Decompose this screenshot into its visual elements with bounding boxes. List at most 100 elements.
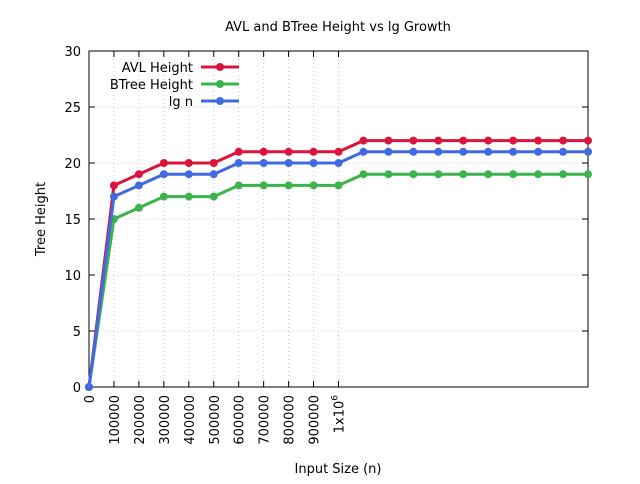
x-axis-label: Input Size (n) (295, 462, 382, 477)
x-tick-label: 800000 (283, 395, 298, 445)
y-tick-label: 25 (64, 101, 81, 116)
x-tick-label: 400000 (183, 395, 198, 445)
y-axis-ticks: 0 5 10 15 20 25 30 (64, 45, 588, 396)
series-btree-height (85, 170, 592, 391)
data-point (334, 181, 343, 190)
data-point (509, 136, 518, 145)
legend: AVL Height BTree Height lg n (110, 61, 239, 110)
data-point (334, 147, 343, 156)
data-point (209, 192, 218, 201)
y-axis-label: Tree Height (34, 182, 49, 257)
data-point (409, 136, 418, 145)
legend-label: AVL Height (122, 61, 193, 76)
data-point (384, 170, 393, 179)
data-point (234, 159, 243, 167)
data-point (109, 192, 118, 201)
data-point (309, 181, 318, 190)
data-point (259, 181, 268, 190)
x-tick-label: 500000 (208, 395, 223, 445)
data-point (359, 147, 368, 156)
data-point (484, 170, 493, 179)
legend-swatch-point (216, 80, 224, 88)
data-point (159, 192, 168, 201)
data-point (534, 136, 543, 145)
data-point (134, 203, 143, 212)
legend-item: lg n (169, 95, 239, 110)
legend-label: lg n (169, 95, 193, 110)
y-tick-label: 20 (64, 157, 81, 172)
data-point (209, 159, 218, 167)
data-point (434, 147, 443, 156)
data-point (284, 147, 293, 156)
data-point (559, 170, 568, 179)
data-point (109, 181, 118, 190)
y-tick-label: 10 (64, 269, 81, 284)
data-point (409, 147, 418, 156)
x-tick-label: 100000 (108, 395, 123, 445)
data-point (459, 147, 468, 156)
data-point (184, 159, 193, 167)
data-point (359, 170, 368, 179)
data-point (459, 170, 468, 179)
data-point (434, 136, 443, 145)
data-point (359, 136, 368, 145)
data-point (309, 147, 318, 156)
data-point (384, 147, 393, 156)
data-point (459, 136, 468, 145)
data-point (284, 159, 293, 167)
y-tick-label: 30 (64, 45, 81, 60)
data-point (509, 170, 518, 179)
data-point (534, 147, 543, 156)
y-tick-label: 0 (73, 381, 81, 396)
x-tick-label: 600000 (233, 395, 248, 445)
data-point (184, 192, 193, 201)
data-point (234, 181, 243, 190)
data-point (309, 159, 318, 167)
legend-swatch-point (216, 97, 224, 105)
y-tick-label: 5 (73, 325, 81, 340)
data-point (259, 159, 268, 167)
data-point (559, 147, 568, 156)
series-lg-n (85, 147, 592, 391)
data-point (559, 136, 568, 145)
data-point (159, 170, 168, 179)
data-point (284, 181, 293, 190)
legend-swatch-point (216, 63, 224, 71)
x-tick-label: 0 (83, 395, 98, 403)
x-tick-label: 300000 (158, 395, 173, 445)
data-point (85, 383, 93, 391)
data-point (134, 181, 143, 190)
data-point (334, 159, 343, 167)
x-tick-label: 200000 (133, 395, 148, 445)
chart-title: AVL and BTree Height vs lg Growth (225, 20, 451, 35)
data-point (509, 147, 518, 156)
data-point (434, 170, 443, 179)
data-point (234, 147, 243, 156)
legend-label: BTree Height (110, 78, 193, 93)
data-point (384, 136, 393, 145)
series-group (85, 136, 592, 391)
legend-item: BTree Height (110, 78, 239, 93)
x-tick-label-exponent: 6 (331, 395, 341, 401)
data-point (484, 147, 493, 156)
data-point (209, 170, 218, 179)
legend-item: AVL Height (122, 61, 239, 76)
x-axis-ticks: 0 100000 200000 300000 400000 500000 600000 700… (83, 51, 348, 445)
data-point (534, 170, 543, 179)
data-point (184, 170, 193, 179)
x-tick-label: 1x106 (331, 395, 348, 434)
data-point (409, 170, 418, 179)
data-point (584, 170, 592, 179)
x-tick-label: 900000 (308, 395, 323, 445)
y-tick-label: 15 (64, 213, 81, 228)
grid-lines (89, 51, 588, 387)
data-point (484, 136, 493, 145)
data-point (134, 170, 143, 179)
data-point (159, 159, 168, 167)
data-point (584, 136, 592, 145)
series-avl-height (85, 136, 592, 391)
data-point (259, 147, 268, 156)
data-point (584, 147, 592, 156)
